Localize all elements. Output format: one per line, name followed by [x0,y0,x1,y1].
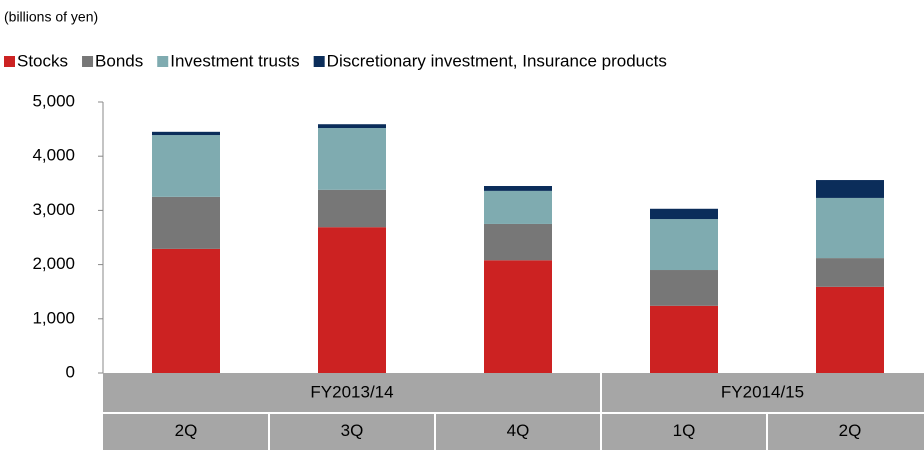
x-tick-label: 1Q [673,421,696,440]
bar-segment [650,208,718,220]
bar-segment [152,248,220,373]
bar-segment [318,124,386,129]
bar-segment [816,197,884,259]
legend-swatch [82,56,94,67]
bar-segment [318,227,386,373]
bar-segment [152,131,220,136]
y-tick-label: 0 [66,362,75,381]
bar-segment [484,190,552,224]
bar-segment [484,186,552,191]
group-label: FY2014/15 [721,382,804,401]
bar-segment [816,258,884,287]
y-tick-label: 4,000 [32,146,75,165]
legend-label: Investment trusts [170,51,299,70]
bar-segment [484,260,552,373]
y-tick-label: 5,000 [32,91,75,110]
bar-segment [650,270,718,306]
y-tick-label: 2,000 [32,254,75,273]
bar-segment [318,189,386,228]
bar-segment [152,196,220,249]
bar-segment [152,135,220,197]
bar-segment [650,219,718,271]
legend-label: Bonds [95,51,143,70]
y-tick-label: 3,000 [32,200,75,219]
x-tick-label: 2Q [839,421,862,440]
legend-swatch [157,56,169,67]
group-label: FY2013/14 [310,382,393,401]
x-tick-label: 2Q [175,421,198,440]
bar-segment [318,128,386,190]
legend-swatch [313,56,325,67]
bar-segment [650,305,718,373]
legend-swatch [4,56,15,67]
bar-segment [816,180,884,198]
bar-segment [484,223,552,261]
x-tick-label: 4Q [507,421,530,440]
x-tick-label: 3Q [341,421,364,440]
legend-label: Discretionary investment, Insurance prod… [327,51,667,70]
y-tick-label: 1,000 [32,308,75,327]
unit-label: (billions of yen) [4,9,98,25]
legend-label: Stocks [17,51,68,70]
category-table [103,373,924,450]
bar-segment [816,286,884,373]
